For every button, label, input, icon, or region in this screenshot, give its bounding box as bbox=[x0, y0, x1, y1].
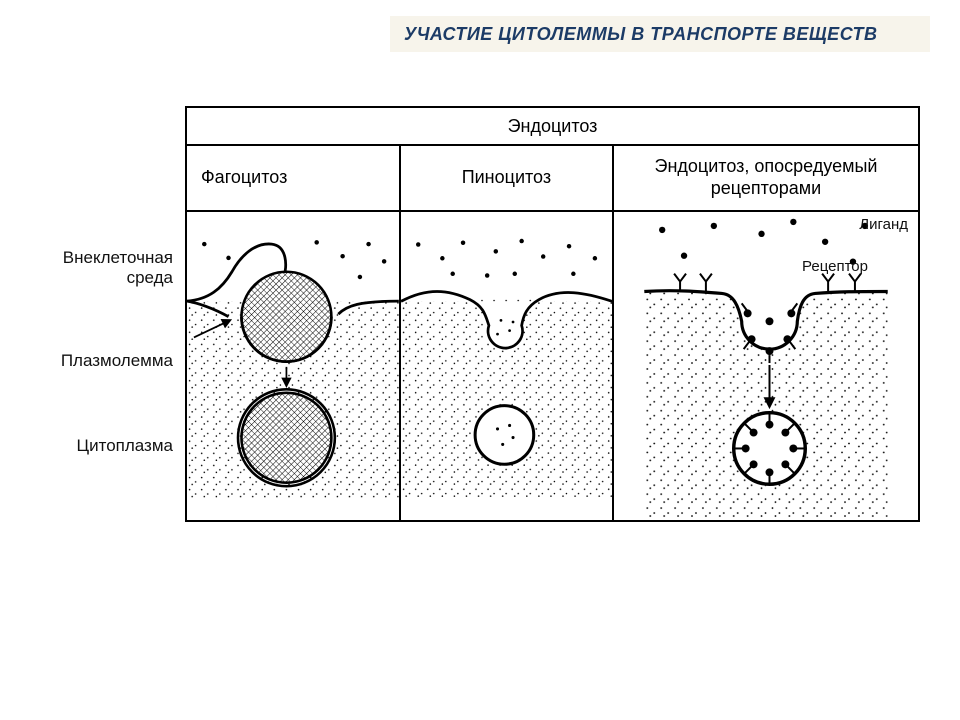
pinocytosis-svg bbox=[401, 212, 612, 520]
header-receptor: Эндоцитоз, опосредуемый рецепторами bbox=[613, 145, 919, 211]
endocytosis-table: Эндоцитоз Фагоцитоз Пиноцитоз Эндоцитоз,… bbox=[185, 106, 920, 522]
callout-ligand: Лиганд bbox=[859, 216, 908, 233]
panel-receptor: Лиганд Рецептор bbox=[613, 211, 919, 521]
label-cytoplasm: Цитоплазма bbox=[77, 436, 173, 456]
page-title: УЧАСТИЕ ЦИТОЛЕММЫ В ТРАНСПОРТЕ ВЕЩЕСТВ bbox=[390, 16, 930, 52]
label-extracellular: Внеклеточная среда bbox=[30, 248, 173, 289]
panel-pinocytosis bbox=[400, 211, 613, 521]
receptor-svg bbox=[614, 212, 918, 520]
callout-receptor: Рецептор bbox=[802, 258, 868, 275]
page-title-text: УЧАСТИЕ ЦИТОЛЕММЫ В ТРАНСПОРТЕ ВЕЩЕСТВ bbox=[404, 24, 878, 45]
label-plasmalemma: Плазмолемма bbox=[61, 351, 173, 371]
row-labels: Внеклеточная среда Плазмолемма Цитоплазм… bbox=[30, 106, 185, 526]
panel-phagocytosis bbox=[186, 211, 400, 521]
header-phagocytosis: Фагоцитоз bbox=[186, 145, 400, 211]
phagocytosis-svg bbox=[187, 212, 399, 520]
header-endocytosis: Эндоцитоз bbox=[186, 107, 919, 145]
header-pinocytosis: Пиноцитоз bbox=[400, 145, 613, 211]
